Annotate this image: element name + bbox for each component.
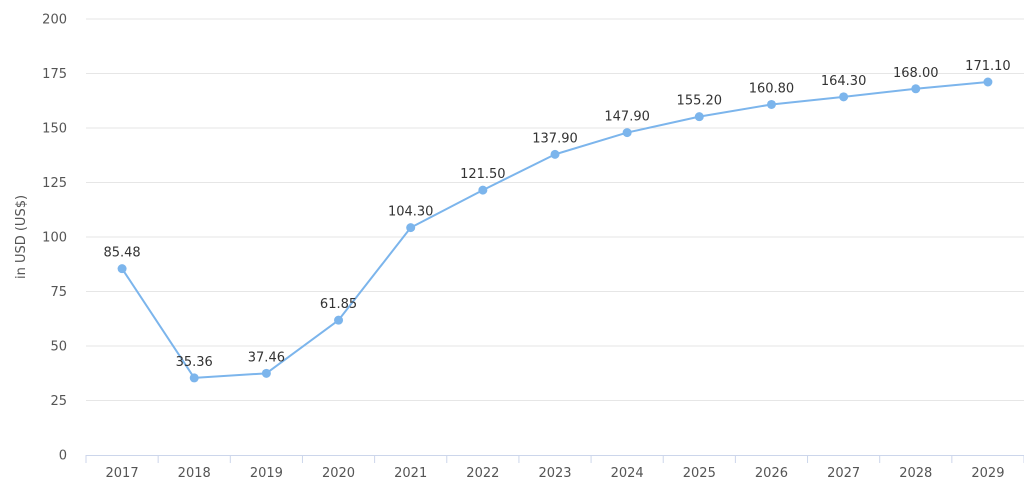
x-tick-label: 2019 (250, 466, 283, 481)
series-group (117, 77, 993, 383)
y-axis-tick-labels: 0 25 50 75 100 125 150 175 200 (42, 13, 67, 464)
y-tick-label: 75 (50, 285, 67, 300)
data-point[interactable] (550, 149, 560, 159)
data-point[interactable] (622, 128, 632, 138)
series-line (121, 81, 989, 379)
y-tick-label: 175 (42, 67, 67, 82)
data-label: 155.20 (677, 94, 723, 109)
x-axis-tick-labels: 2017 2018 2019 2020 2021 2022 2023 2024 2025 2026… (106, 466, 1005, 481)
data-label: 147.90 (604, 110, 650, 125)
data-label: 164.30 (821, 74, 867, 89)
x-tick-label: 2027 (827, 466, 860, 481)
y-tick-label: 0 (59, 449, 67, 464)
data-point[interactable] (261, 368, 271, 378)
data-point[interactable] (983, 77, 993, 87)
grid-lines (86, 18, 1024, 401)
x-tick-label: 2028 (899, 466, 932, 481)
y-tick-label: 100 (42, 231, 67, 246)
data-point[interactable] (334, 315, 344, 325)
y-tick-label: 200 (42, 13, 67, 28)
x-axis (85, 455, 1024, 463)
data-point[interactable] (478, 185, 488, 195)
x-tick-label: 2020 (322, 466, 355, 481)
x-tick-label: 2026 (755, 466, 788, 481)
data-label: 121.50 (460, 167, 506, 182)
data-point[interactable] (839, 92, 849, 102)
data-label: 168.00 (893, 66, 939, 81)
data-point[interactable] (694, 112, 704, 122)
data-label: 35.36 (176, 355, 213, 370)
x-tick-label: 2017 (106, 466, 139, 481)
y-tick-label: 150 (42, 122, 67, 137)
x-tick-label: 2029 (971, 466, 1004, 481)
y-tick-label: 125 (42, 176, 67, 191)
y-tick-label: 25 (50, 394, 67, 409)
data-label: 137.90 (532, 131, 578, 146)
x-tick-label: 2021 (394, 466, 427, 481)
data-point[interactable] (406, 223, 416, 233)
x-tick-label: 2025 (683, 466, 716, 481)
x-tick-label: 2024 (611, 466, 644, 481)
data-label: 171.10 (965, 59, 1011, 74)
data-point[interactable] (911, 84, 921, 94)
y-tick-label: 50 (50, 340, 67, 355)
data-point[interactable] (117, 264, 127, 274)
data-label: 104.30 (388, 205, 434, 220)
x-tick-label: 2022 (466, 466, 499, 481)
data-label: 160.80 (749, 81, 795, 96)
x-tick-label: 2018 (178, 466, 211, 481)
data-point[interactable] (189, 373, 199, 383)
data-point[interactable] (766, 99, 776, 109)
y-axis-title: in USD (US$) (14, 195, 29, 279)
data-label: 37.46 (248, 350, 285, 365)
data-labels: 85.48 35.36 37.46 61.85 104.30 121.50 137.90 14… (103, 59, 1010, 370)
data-label: 61.85 (320, 297, 357, 312)
x-tick-label: 2023 (538, 466, 571, 481)
data-label: 85.48 (103, 246, 140, 261)
